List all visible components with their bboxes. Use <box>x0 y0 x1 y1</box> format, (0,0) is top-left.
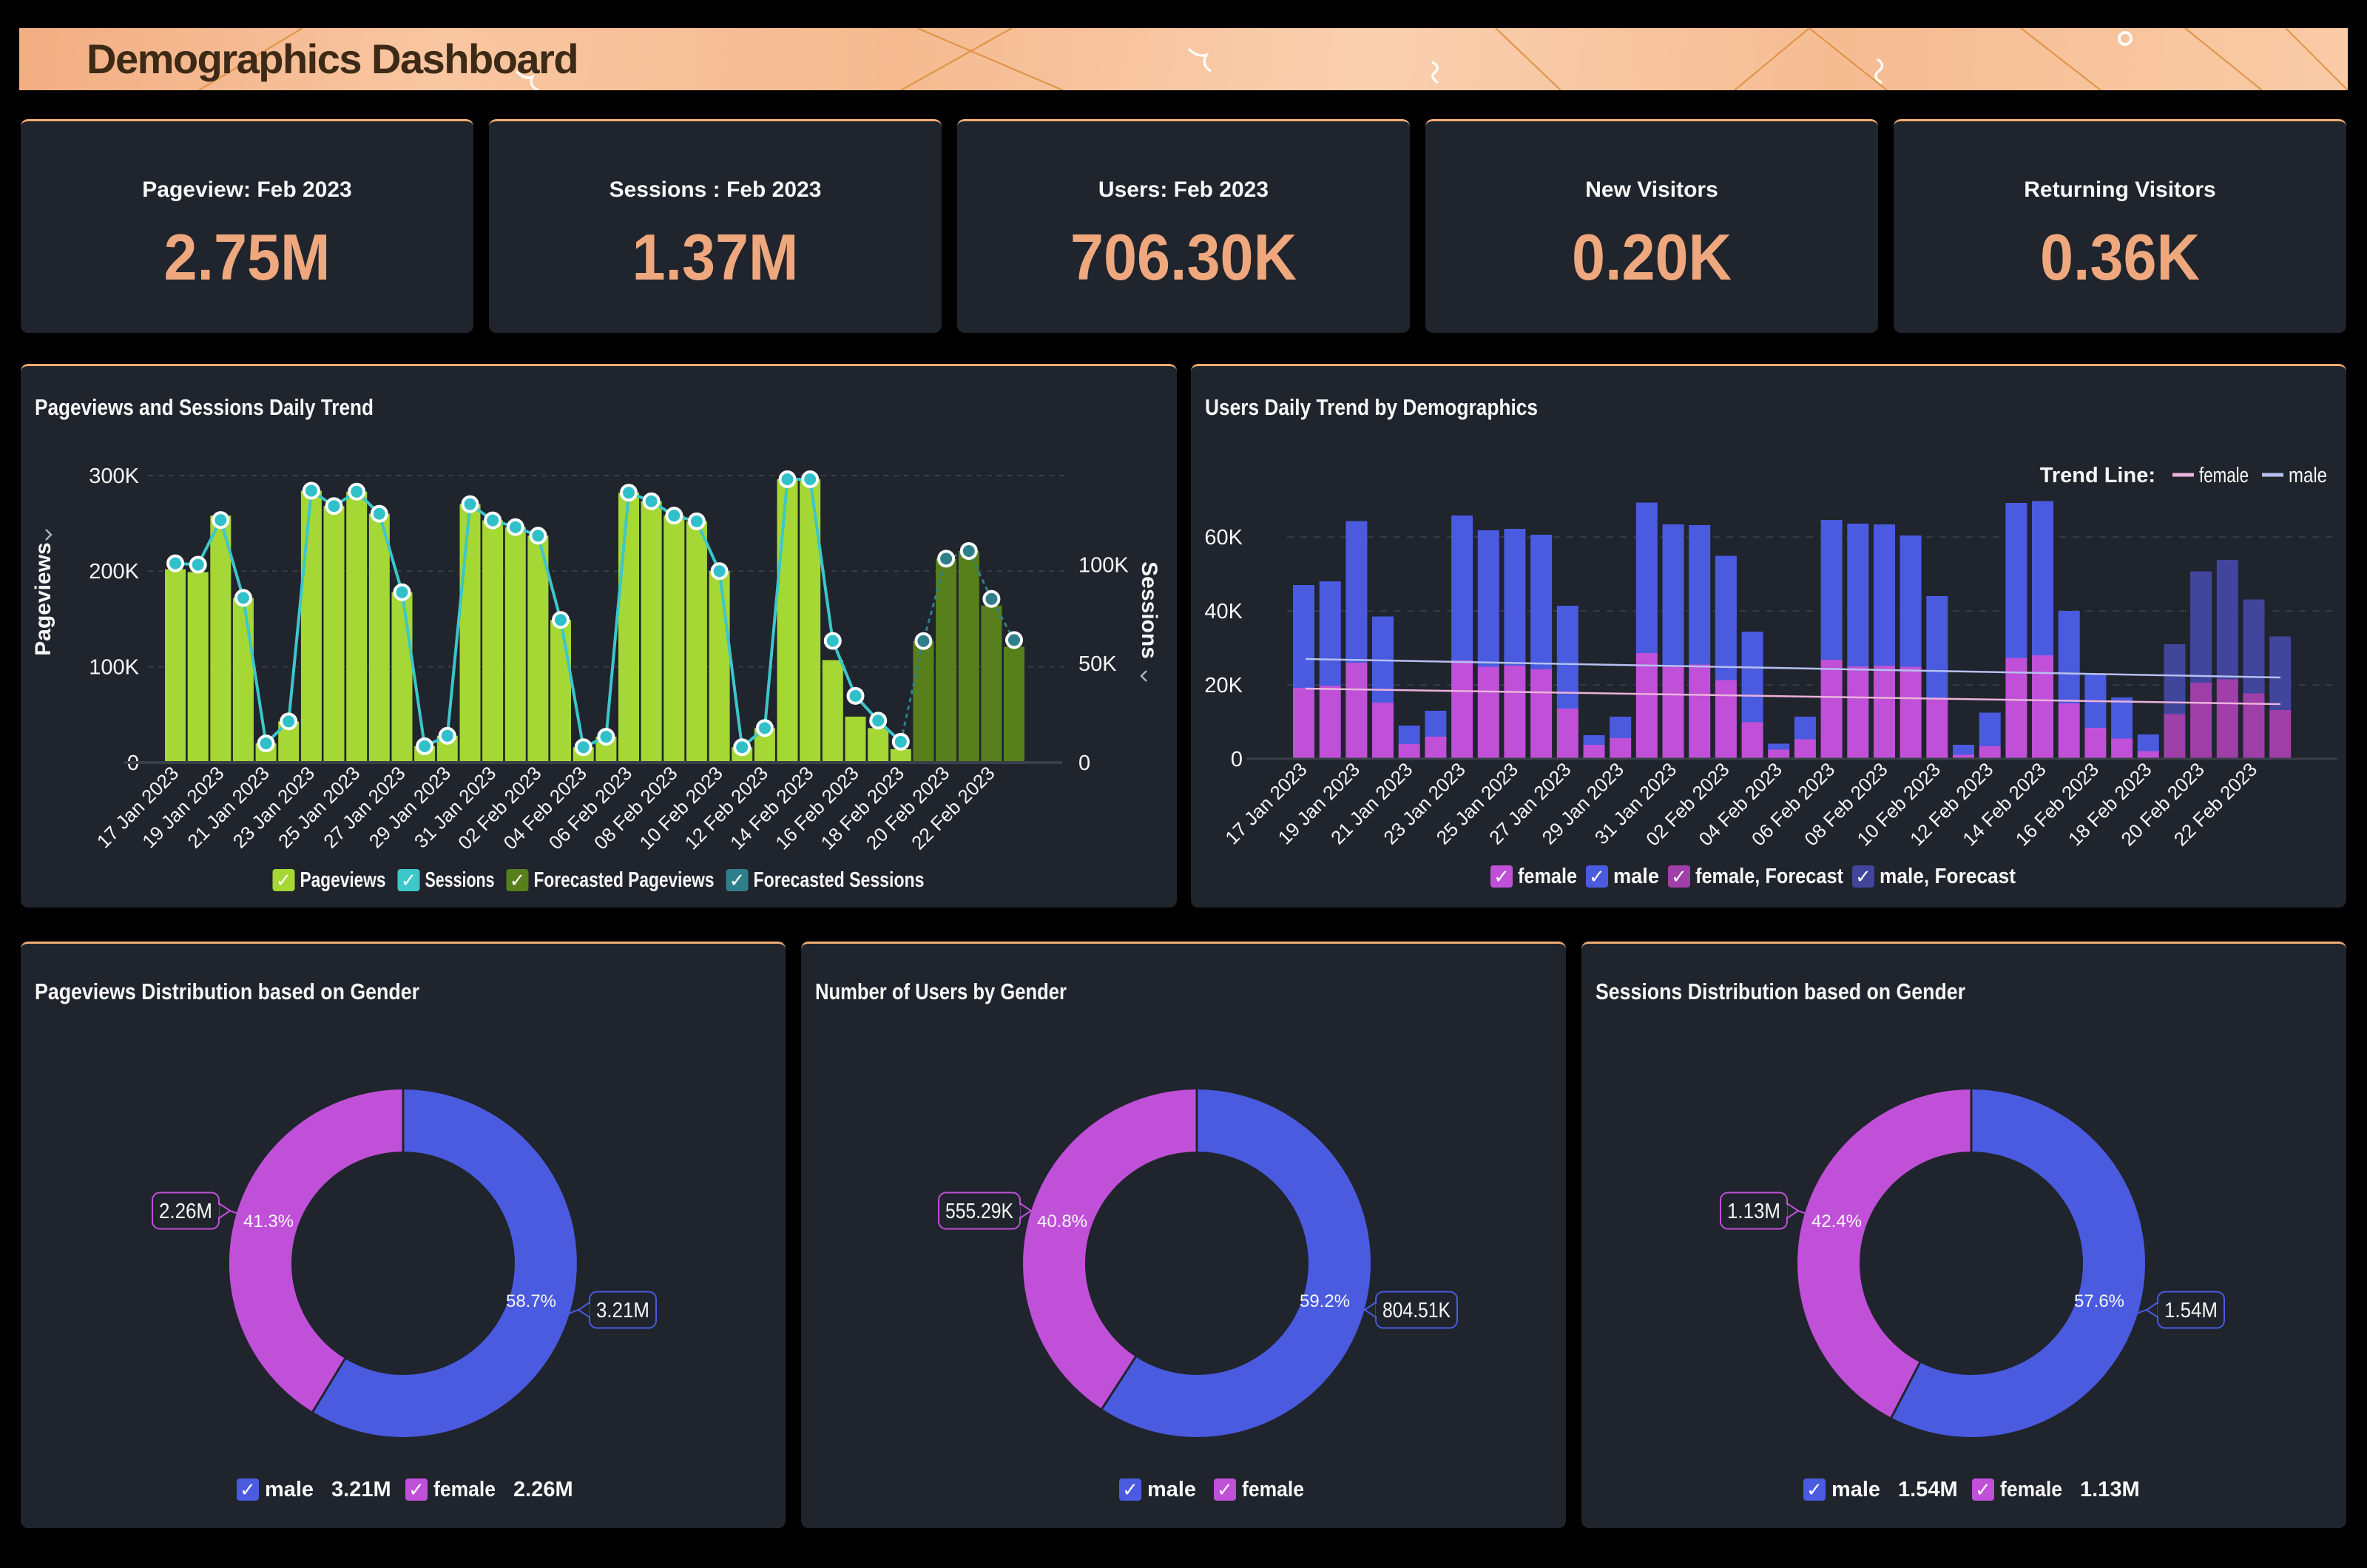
svg-text:3.21M: 3.21M <box>331 1478 391 1501</box>
svg-text:2.26M: 2.26M <box>513 1478 573 1501</box>
svg-text:Sessions Distribution based on: Sessions Distribution based on Gender <box>1596 979 1965 1004</box>
svg-text:Trend Line:: Trend Line: <box>2040 464 2155 487</box>
svg-text:✓: ✓ <box>1122 1479 1138 1501</box>
svg-text:40.8%: 40.8% <box>1037 1212 1087 1231</box>
svg-text:female: female <box>2000 1478 2062 1501</box>
svg-text:Sessions: Sessions <box>1137 561 1161 659</box>
svg-text:Pageviews: Pageviews <box>31 542 55 655</box>
svg-text:1.13M: 1.13M <box>1727 1200 1780 1223</box>
svg-text:✓: ✓ <box>408 1479 425 1501</box>
svg-text:Number of Users by Gender: Number of Users by Gender <box>815 979 1067 1004</box>
svg-text:200K: 200K <box>89 560 139 584</box>
svg-text:✓: ✓ <box>510 869 526 891</box>
svg-text:Pageviews: Pageviews <box>300 868 386 892</box>
svg-text:42.4%: 42.4% <box>1811 1212 1862 1231</box>
svg-text:1.54M: 1.54M <box>2164 1299 2218 1322</box>
svg-text:1.13M: 1.13M <box>2080 1478 2140 1501</box>
svg-text:100K: 100K <box>89 656 139 680</box>
svg-text:✓: ✓ <box>729 869 746 891</box>
svg-text:✓: ✓ <box>401 869 417 891</box>
svg-text:✓: ✓ <box>276 869 292 891</box>
svg-text:59.2%: 59.2% <box>1300 1291 1350 1311</box>
svg-text:✓: ✓ <box>1217 1479 1233 1501</box>
svg-text:male, Forecast: male, Forecast <box>1880 865 2016 888</box>
svg-text:male: male <box>265 1478 314 1501</box>
svg-text:57.6%: 57.6% <box>2074 1291 2124 1311</box>
svg-text:female: female <box>433 1478 496 1501</box>
svg-text:✓: ✓ <box>1671 865 1687 888</box>
svg-text:40K: 40K <box>1204 600 1243 624</box>
svg-text:✓: ✓ <box>240 1479 256 1501</box>
svg-text:male: male <box>1831 1478 1880 1501</box>
svg-text:male: male <box>1613 865 1659 888</box>
svg-text:male: male <box>1147 1478 1196 1501</box>
svg-text:0: 0 <box>1231 748 1243 771</box>
svg-text:20K: 20K <box>1204 674 1243 697</box>
svg-text:60K: 60K <box>1204 526 1243 550</box>
svg-text:Pageviews and Sessions Daily T: Pageviews and Sessions Daily Trend <box>35 394 374 420</box>
svg-text:Users Daily Trend by Demograph: Users Daily Trend by Demographics <box>1205 394 1538 420</box>
svg-text:41.3%: 41.3% <box>243 1212 294 1231</box>
svg-text:Forecasted Pageviews: Forecasted Pageviews <box>534 868 715 892</box>
svg-text:1.54M: 1.54M <box>1898 1478 1958 1501</box>
svg-text:female: female <box>1242 1478 1304 1501</box>
svg-text:✓: ✓ <box>1806 1479 1823 1501</box>
svg-text:female: female <box>1518 865 1577 888</box>
svg-text:Sessions: Sessions <box>425 868 495 892</box>
svg-text:3.21M: 3.21M <box>596 1299 649 1322</box>
svg-text:female, Forecast: female, Forecast <box>1695 865 1843 888</box>
svg-text:555.29K: 555.29K <box>945 1200 1014 1223</box>
svg-text:2.26M: 2.26M <box>159 1200 212 1223</box>
svg-text:✓: ✓ <box>1589 865 1605 888</box>
svg-text:300K: 300K <box>89 464 139 488</box>
svg-text:50K: 50K <box>1078 652 1117 676</box>
svg-text:male: male <box>2289 464 2327 487</box>
svg-text:0: 0 <box>1078 751 1090 775</box>
svg-text:Pageviews Distribution based o: Pageviews Distribution based on Gender <box>35 979 419 1004</box>
svg-text:Forecasted Sessions: Forecasted Sessions <box>754 868 925 892</box>
svg-text:✓: ✓ <box>1493 865 1510 888</box>
svg-text:58.7%: 58.7% <box>506 1291 556 1311</box>
svg-text:100K: 100K <box>1078 554 1129 578</box>
svg-text:804.51K: 804.51K <box>1382 1299 1451 1322</box>
svg-text:✓: ✓ <box>1975 1479 1991 1501</box>
svg-text:✓: ✓ <box>1855 865 1871 888</box>
svg-text:female: female <box>2199 464 2249 487</box>
